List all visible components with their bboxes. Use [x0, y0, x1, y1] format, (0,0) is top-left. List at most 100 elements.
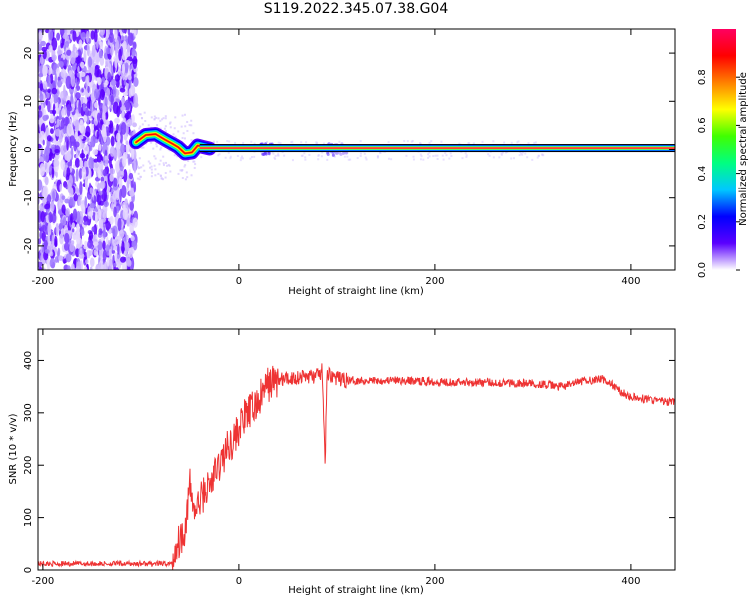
- noise-blob: [104, 153, 109, 167]
- x-tick-label: 200: [425, 576, 444, 587]
- noise-speck: [387, 157, 390, 160]
- noise-speck: [182, 132, 185, 135]
- noise-blob: [113, 260, 116, 270]
- noise-speck: [164, 171, 167, 174]
- noise-blob: [58, 135, 63, 143]
- noise-blob: [112, 225, 118, 238]
- noise-blob: [81, 149, 84, 161]
- noise-blob: [48, 211, 53, 224]
- noise-blob: [99, 29, 106, 36]
- noise-speck: [420, 155, 423, 158]
- noise-blob: [127, 153, 131, 166]
- noise-blob: [79, 181, 83, 196]
- noise-blob: [118, 176, 123, 190]
- noise-blob: [42, 114, 49, 122]
- noise-speck: [186, 129, 189, 132]
- noise-blob: [122, 204, 126, 210]
- noise-speck: [154, 168, 157, 171]
- noise-speck: [143, 111, 146, 114]
- noise-speck: [498, 156, 501, 159]
- y-tick-label: 400: [23, 351, 34, 370]
- noise-blob: [78, 99, 82, 114]
- colorbar-gradient: [712, 29, 736, 270]
- noise-blob: [46, 135, 52, 142]
- noise-speck: [266, 140, 269, 143]
- noise-blob: [116, 132, 121, 143]
- noise-speck: [162, 155, 165, 158]
- noise-speck: [164, 130, 167, 133]
- noise-blob: [83, 49, 87, 63]
- noise-blob: [104, 149, 108, 156]
- noise-blob: [94, 101, 99, 109]
- noise-blob: [83, 266, 88, 270]
- noise-speck: [174, 135, 177, 138]
- noise-speck: [169, 170, 172, 173]
- noise-blob: [81, 88, 84, 93]
- y-tick-label: 100: [23, 508, 34, 527]
- noise-blob: [47, 88, 51, 93]
- noise-blob: [110, 45, 114, 57]
- noise-blob: [76, 261, 82, 270]
- noise-blob: [38, 59, 41, 73]
- noise-blob: [126, 179, 130, 189]
- noise-blob: [50, 201, 55, 213]
- noise-blob: [123, 169, 128, 183]
- noise-blob: [90, 100, 93, 114]
- noise-blob: [62, 216, 67, 226]
- noise-blob: [70, 73, 76, 88]
- noise-blob: [65, 75, 72, 89]
- noise-speck: [159, 148, 162, 151]
- noise-speck: [164, 117, 167, 120]
- snr-panel: -200 0 200 400 0 100 200 300 400 Height of stra…: [8, 328, 676, 596]
- noise-speck: [500, 152, 503, 155]
- y-tick-label: -20: [23, 238, 34, 254]
- noise-blob: [86, 74, 90, 86]
- noise-speck: [193, 166, 196, 169]
- noise-blob: [72, 30, 77, 42]
- noise-blob: [129, 187, 135, 197]
- noise-blob: [117, 217, 122, 232]
- noise-speck: [249, 157, 252, 160]
- colorbar-tick-label: 0.2: [697, 214, 708, 230]
- noise-speck: [183, 137, 186, 140]
- noise-blob: [82, 102, 86, 112]
- noise-blob: [99, 180, 106, 190]
- noise-speck: [526, 156, 529, 159]
- noise-speck: [347, 158, 350, 161]
- noise-blob: [55, 170, 58, 178]
- noise-blob: [93, 88, 100, 99]
- noise-blob: [44, 146, 51, 156]
- noise-blob: [65, 207, 71, 217]
- noise-blob: [49, 257, 56, 269]
- noise-blob: [88, 56, 93, 68]
- noise-blob: [110, 135, 115, 147]
- noise-speck: [241, 157, 244, 160]
- noise-speck: [387, 141, 390, 144]
- noise-blob: [128, 172, 134, 180]
- noise-blob: [118, 48, 122, 61]
- noise-speck: [467, 142, 470, 145]
- noise-blob: [71, 222, 76, 229]
- noise-speck: [139, 113, 142, 116]
- noise-blob: [44, 203, 50, 210]
- noise-blob: [47, 100, 51, 113]
- noise-speck: [411, 139, 414, 142]
- noise-blob: [121, 96, 125, 105]
- noise-blob: [79, 159, 84, 168]
- noise-speck: [450, 155, 453, 158]
- noise-blob: [66, 151, 71, 163]
- noise-blob: [41, 230, 47, 242]
- noise-blob: [74, 157, 81, 168]
- noise-speck: [321, 151, 324, 154]
- noise-blob: [102, 105, 108, 114]
- noise-speck: [365, 158, 368, 161]
- noise-speck: [136, 165, 139, 168]
- noise-blob: [58, 61, 64, 68]
- noise-speck: [186, 176, 189, 179]
- y-tick-label: 10: [23, 95, 34, 108]
- y-tick-label: -10: [23, 190, 34, 206]
- noise-blob: [42, 139, 45, 146]
- noise-blob: [59, 233, 64, 245]
- y-tick-label: 300: [23, 403, 34, 422]
- noise-speck: [461, 157, 464, 160]
